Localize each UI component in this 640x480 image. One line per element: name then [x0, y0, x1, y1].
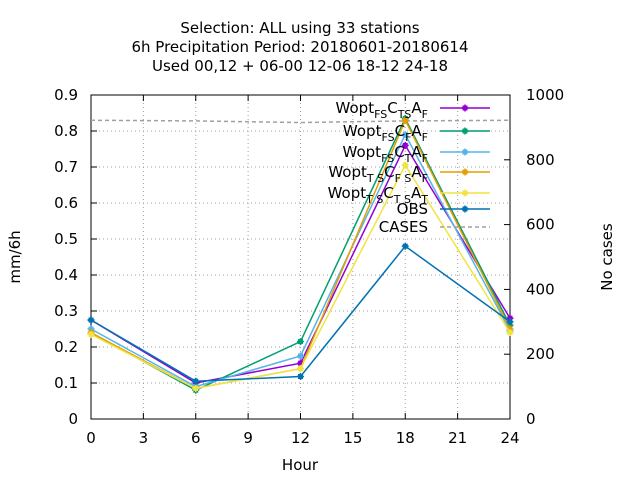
y-tick-label: 0.6: [54, 194, 78, 212]
data-point: [402, 132, 408, 138]
data-point: [402, 117, 408, 123]
chart-title: Selection: ALL using 33 stations 6h Prec…: [131, 19, 468, 75]
y-tick-label: 0.5: [54, 230, 78, 248]
y-axis-label: mm/6h: [6, 230, 24, 283]
legend-label: WoptT SCF SAF: [328, 163, 428, 185]
title-line-1: Selection: ALL using 33 stations: [180, 19, 419, 37]
y-tick-label: 0.4: [54, 266, 78, 284]
y2-tick-label: 400: [526, 280, 555, 298]
y2-tick-label: 200: [526, 345, 555, 363]
y2-tick-label: 1000: [526, 86, 564, 104]
data-point: [462, 169, 468, 175]
data-point: [298, 339, 303, 345]
data-point: [402, 243, 408, 249]
series-1: [87, 141, 514, 387]
legend-entry: OBS: [397, 200, 490, 218]
data-point: [462, 149, 468, 155]
legend-label: CASES: [379, 218, 428, 236]
y-tick-label: 0.1: [54, 374, 78, 392]
data-point: [462, 105, 468, 111]
series-line: [90, 118, 511, 390]
data-point: [507, 330, 513, 336]
y2-axis-label: No cases: [598, 223, 616, 291]
data-point: [402, 142, 408, 148]
x-tick-label: 18: [396, 429, 415, 447]
data-point: [298, 360, 303, 366]
y-tick-label: 0.2: [54, 338, 78, 356]
data-point: [462, 206, 468, 212]
legend-entry: WoptT SCT SAT: [328, 184, 490, 206]
y-tick-label: 0.3: [54, 302, 78, 320]
series-5: [87, 161, 514, 392]
legend-label: WoptFSCFAF: [343, 122, 428, 144]
title-line-2: 6h Precipitation Period: 20180601-201806…: [131, 38, 468, 56]
series-line-cases: [90, 119, 511, 124]
data-point: [298, 366, 303, 372]
y-tick-label: 0: [68, 410, 78, 428]
data-point: [507, 326, 513, 332]
x-axis-label: Hour: [282, 456, 319, 474]
x-tick-label: 24: [500, 429, 519, 447]
y2-tick-label: 800: [526, 151, 555, 169]
data-point: [298, 353, 303, 359]
legend-entry: WoptFSCTAF: [343, 143, 490, 165]
legend-label: WoptT SCT SAT: [328, 184, 429, 206]
series-4: [87, 116, 514, 392]
legend-label: OBS: [397, 200, 428, 218]
y-tick-label: 0.8: [54, 122, 78, 140]
x-tick-label: 21: [448, 429, 467, 447]
data-point: [462, 128, 468, 134]
data-point: [88, 331, 94, 337]
series-6: [87, 242, 514, 385]
legend-entry-cases: CASES: [379, 218, 490, 236]
legend-entry: WoptT SCF SAF: [328, 163, 490, 185]
data-series: [87, 114, 514, 394]
x-tick-label: 15: [343, 429, 362, 447]
x-tick-label: 0: [86, 429, 96, 447]
x-tick-label: 6: [191, 429, 201, 447]
data-point: [193, 385, 199, 391]
y2-tick-label: 0: [526, 410, 536, 428]
data-point: [507, 319, 513, 325]
legend-label: WoptFSCTSAF: [336, 99, 428, 121]
data-point: [88, 326, 94, 332]
axis-ticks: 0 3 6 9 12 15 18 21 24 0 0.1 0.2 0.3 0.4 0.5 0.6 0.7 0.8 0…: [54, 86, 564, 447]
y-tick-label: 0.7: [54, 158, 78, 176]
data-point: [462, 190, 468, 196]
legend-entry: WoptFSCTSAF: [336, 99, 490, 121]
data-point: [88, 317, 94, 323]
x-tick-label: 3: [139, 429, 149, 447]
data-point: [507, 322, 513, 328]
title-line-3: Used 00,12 + 06-00 12-06 18-12 24-18: [152, 57, 448, 75]
y-tick-label: 0.9: [54, 86, 78, 104]
data-point: [507, 315, 513, 321]
y2-tick-label: 600: [526, 216, 555, 234]
x-tick-label: 9: [243, 429, 253, 447]
legend-entry: WoptFSCFAF: [343, 122, 490, 144]
data-point: [298, 374, 303, 380]
x-tick-label: 12: [291, 429, 310, 447]
data-point: [402, 162, 408, 168]
data-point: [193, 378, 199, 384]
legend-label: WoptFSCTAF: [343, 143, 428, 165]
